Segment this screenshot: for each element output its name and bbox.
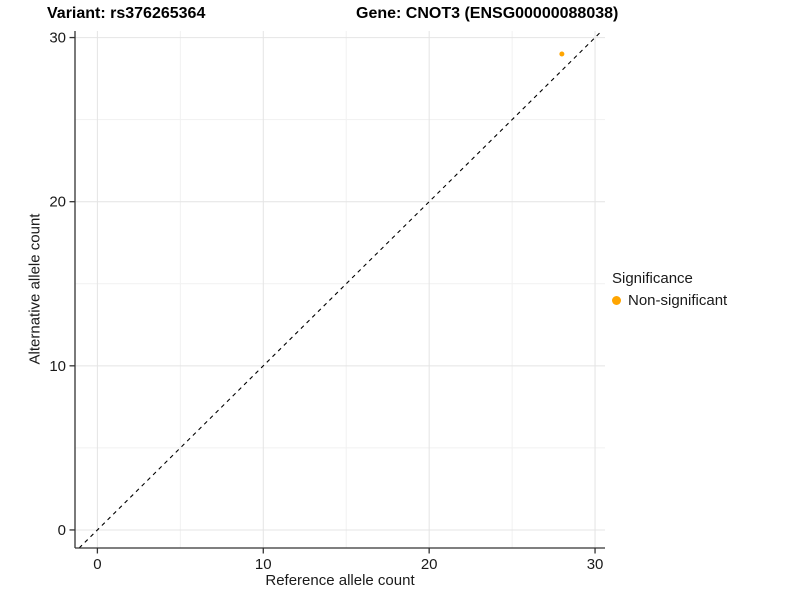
legend-entries: Non-significant [612, 292, 727, 309]
y-tick-label: 20 [49, 194, 66, 211]
x-tick-label: 30 [587, 556, 604, 573]
legend-entry: Non-significant [612, 292, 727, 309]
legend: Significance Non-significant [612, 270, 727, 309]
x-tick-label: 0 [93, 556, 101, 573]
x-axis-title: Reference allele count [265, 572, 415, 589]
y-tick-label: 10 [49, 358, 66, 375]
y-tick-label: 30 [49, 30, 66, 47]
legend-entry-label: Non-significant [628, 292, 728, 309]
y-tick-label: 0 [58, 522, 66, 539]
plot-title-gene: Gene: CNOT3 (ENSG00000088038) [356, 5, 619, 22]
legend-title: Significance [612, 270, 693, 287]
identity-reference-line [78, 30, 603, 549]
data-point [559, 51, 565, 57]
plot-title-variant: Variant: rs376265364 [47, 5, 206, 22]
legend-key-dot-icon [612, 296, 621, 305]
x-tick-label: 10 [255, 556, 272, 573]
y-axis-title: Alternative allele count [26, 213, 44, 365]
x-tick-label: 20 [421, 556, 438, 573]
